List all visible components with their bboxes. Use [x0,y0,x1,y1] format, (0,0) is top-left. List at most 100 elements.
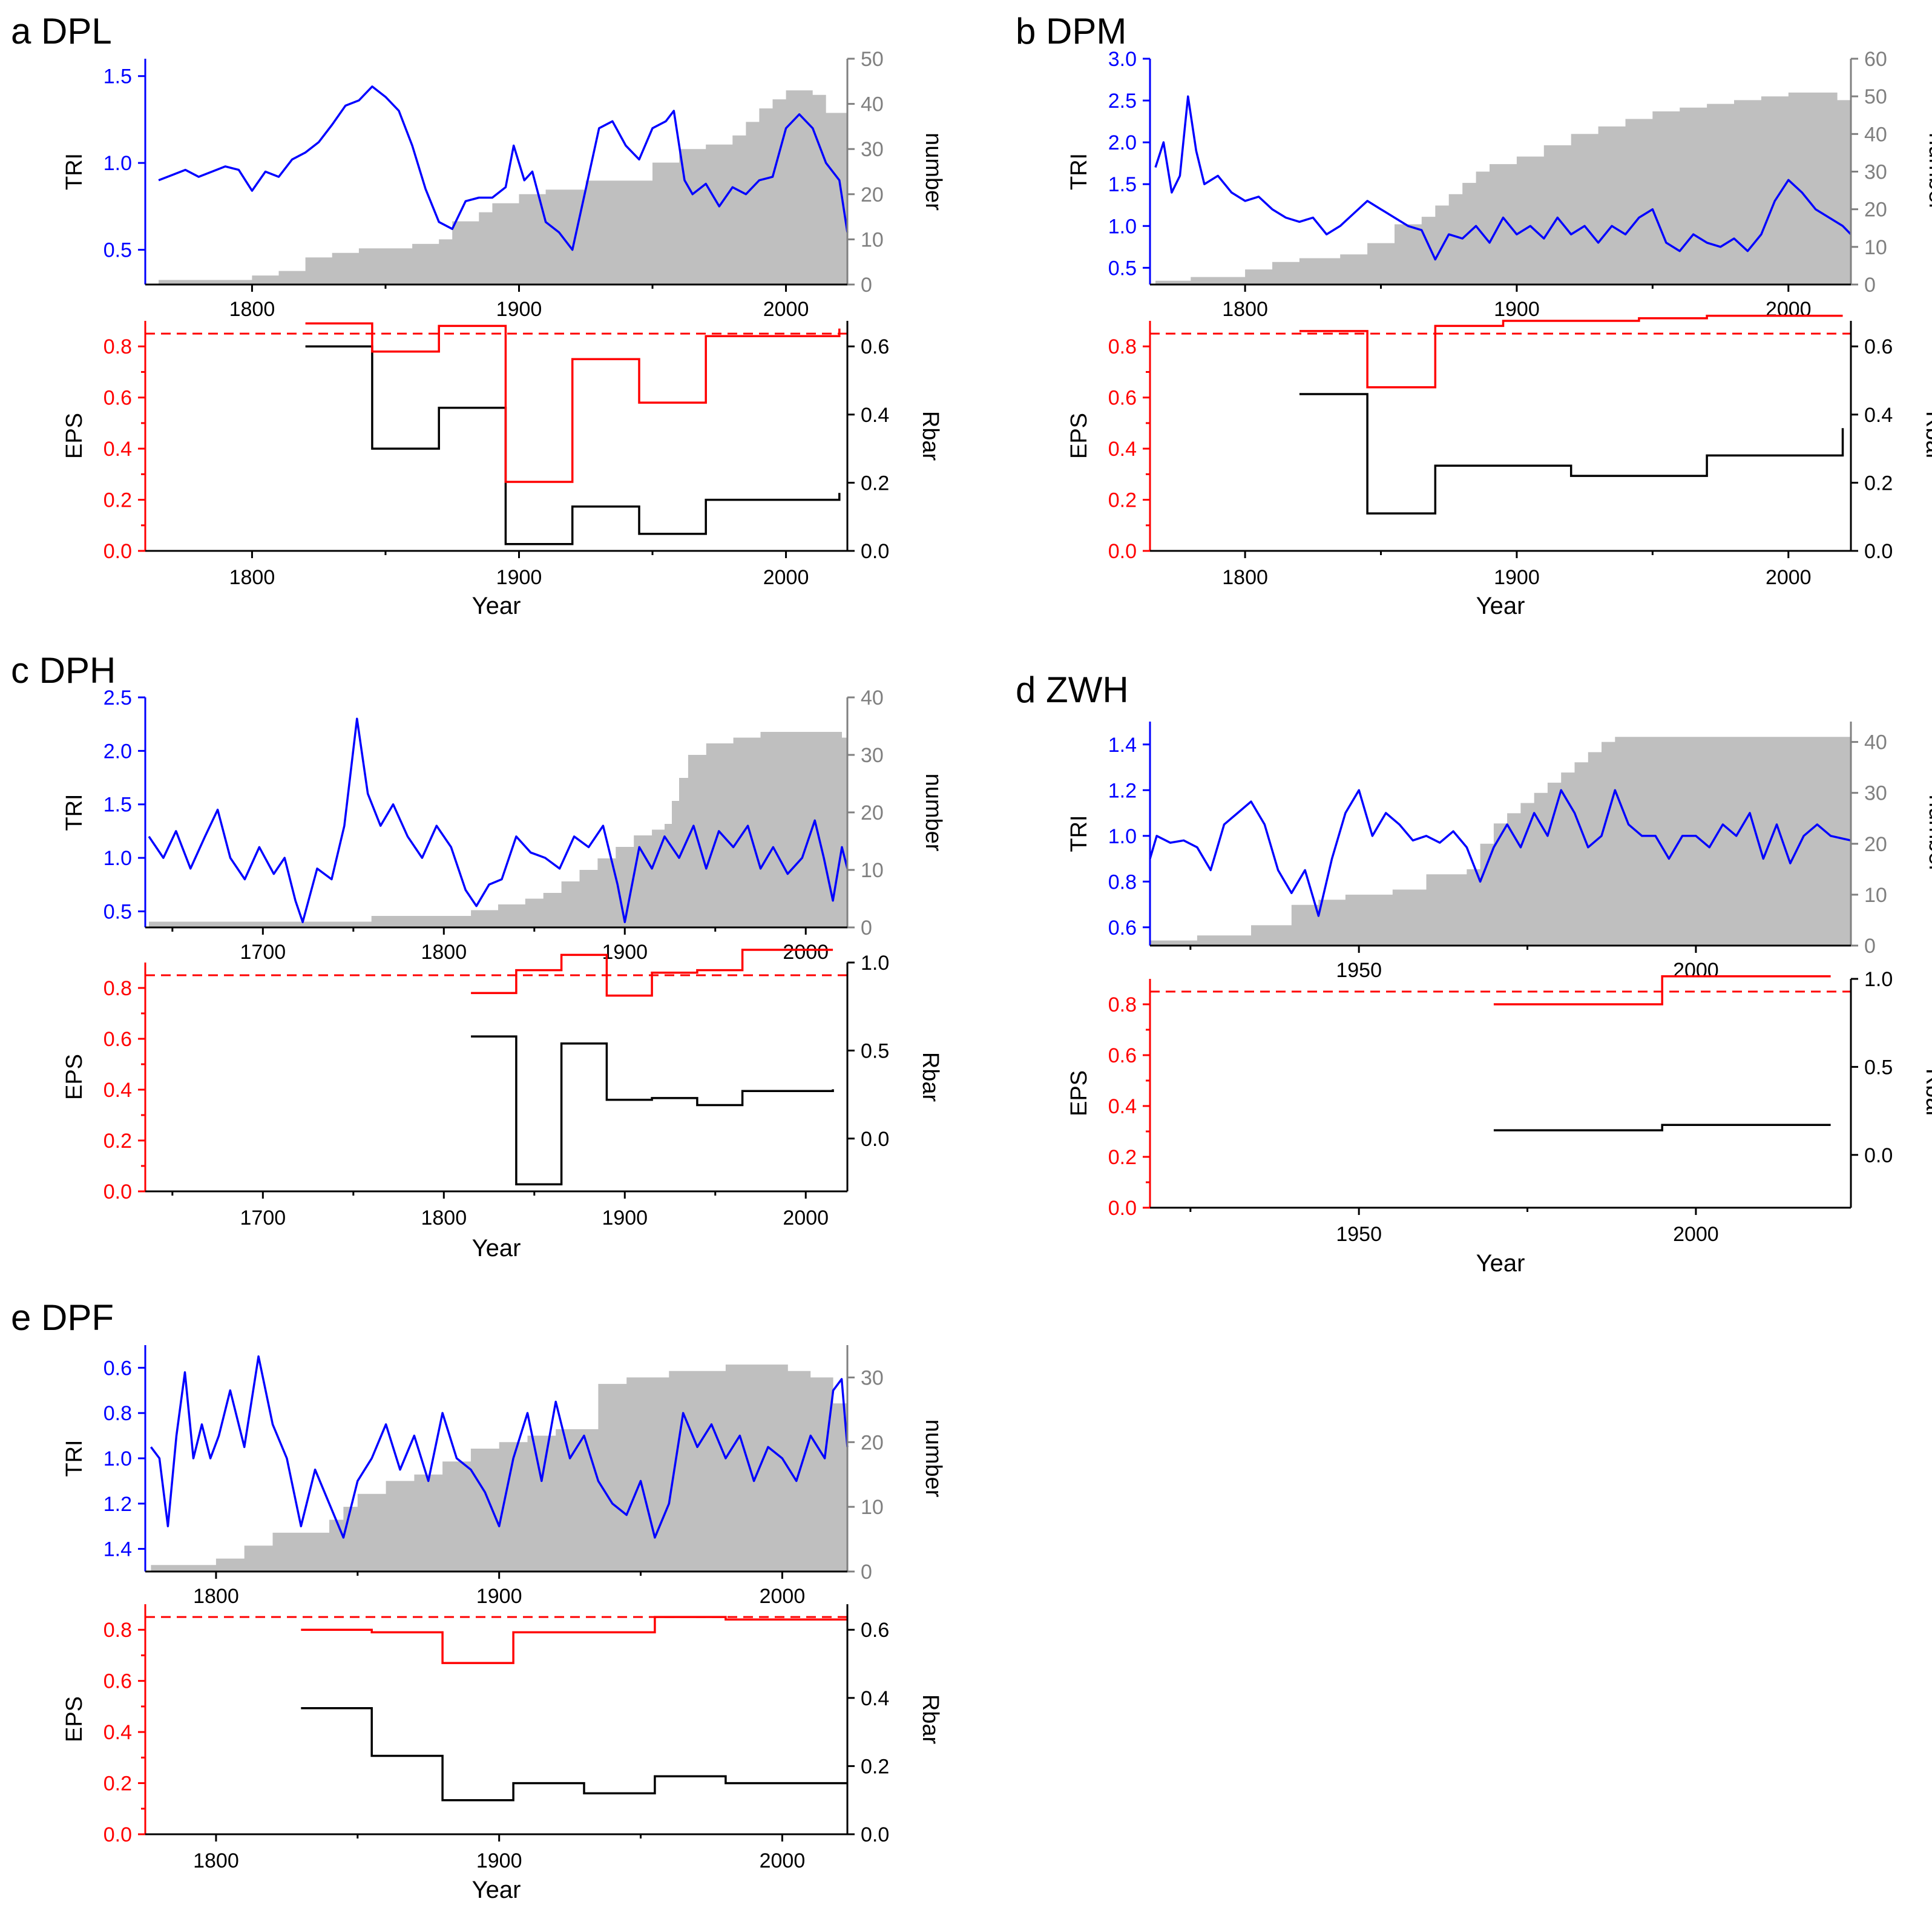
number-tick-label: 10 [861,1496,884,1519]
top-x-tick-label: 1900 [602,941,648,964]
eps-tick-label: 0.6 [104,1028,132,1051]
eps-axis-title: EPS [1066,1070,1092,1116]
panel-title: a DPL [11,11,112,51]
number-tick-label: 0 [861,274,872,297]
eps-tick-label: 0.0 [104,540,132,563]
eps-tick-label: 0.8 [104,977,132,1000]
rbar-axis-title: Rbar [918,411,943,461]
eps-tick-label: 0.4 [104,438,132,461]
bottom-x-tick-label: 1800 [1222,566,1268,589]
eps-axis-title: EPS [62,413,87,459]
eps-tick-label: 0.4 [104,1721,132,1744]
bottom-x-tick-label: 2000 [1766,566,1812,589]
number-tick-label: 30 [861,744,884,767]
tri-series-line [150,1355,849,1539]
sample-depth-area [1150,737,1851,946]
tri-tick-label: 0.8 [1108,871,1137,894]
top-x-tick-label: 1800 [229,298,275,321]
rbar-step-line [471,1035,834,1186]
number-axis-title: number [1924,795,1932,873]
rbar-step-line [301,1707,847,1802]
tri-axis-title: TRI [1066,815,1092,852]
number-tick-label: 40 [861,686,884,709]
bottom-x-tick-label: 1900 [1494,566,1540,589]
rbar-tick-label: 0.6 [861,1619,889,1642]
tri-tick-label: 1.2 [104,1493,132,1516]
tri-tick-label: 1.5 [104,65,132,88]
eps-tick-label: 0.4 [104,1079,132,1102]
top-x-tick-label: 1950 [1336,959,1382,982]
rbar-tick-label: 0.5 [861,1039,889,1062]
rbar-tick-label: 0.6 [861,335,889,358]
number-tick-label: 40 [1864,731,1887,754]
eps-step-line [301,1616,847,1664]
eps-tick-label: 0.2 [1108,1146,1137,1169]
number-tick-label: 0 [1864,935,1876,958]
number-tick-label: 50 [861,48,884,71]
rbar-tick-label: 1.0 [861,952,889,975]
panel-a: a DPL 0.5 1.0 1.5 0 10 20 30 40 50 1800 1900 2000 TRI… [11,11,946,619]
eps-tick-label: 0.8 [1108,993,1137,1016]
panel-b: b DPM 0.5 1.0 1.5 2.0 2.5 3.0 0 10 20 30 40 50 60 1800… [1016,11,1932,619]
bottom-x-tick-label: 1900 [476,1849,522,1872]
tri-axis-title: TRI [62,794,87,831]
number-tick-label: 30 [861,1366,884,1389]
tri-series-line [1154,95,1852,261]
eps-tick-label: 0.4 [1108,438,1137,461]
panel-title: d ZWH [1016,670,1129,710]
tri-tick-label: 0.6 [1108,917,1137,940]
bottom-x-tick-label: 2000 [783,1206,829,1229]
bottom-x-tick-label: 1800 [193,1849,239,1872]
year-axis-title: Year [472,1235,521,1262]
rbar-tick-label: 0.4 [861,404,889,427]
number-tick-label: 20 [861,1431,884,1454]
number-tick-label: 10 [1864,884,1887,907]
tri-axis-title: TRI [62,153,87,190]
number-tick-label: 30 [1864,782,1887,805]
rbar-tick-label: 0.4 [1864,404,1893,427]
eps-axis-title: EPS [62,1696,87,1742]
top-x-tick-label: 2000 [760,1585,806,1608]
eps-step-line [305,322,841,483]
panel-title: c DPH [11,650,116,691]
eps-axis-title: EPS [1066,413,1092,459]
year-axis-title: Year [1476,1250,1525,1277]
bottom-x-tick-label: 2000 [763,566,809,589]
bottom-x-tick-label: 1700 [240,1206,286,1229]
number-axis-title: number [921,133,946,211]
tri-axis-title: TRI [62,1440,87,1476]
tri-tick-label: 2.5 [1108,90,1137,113]
top-x-tick-label: 1900 [1494,298,1540,321]
bottom-x-tick-label: 1950 [1336,1223,1382,1246]
tri-tick-label: 1.5 [1108,173,1137,196]
rbar-tick-label: 0.0 [861,540,889,563]
eps-tick-label: 0.2 [104,489,132,512]
year-axis-title: Year [1476,593,1525,619]
rbar-tick-label: 0.5 [1864,1056,1893,1079]
tri-tick-label: 2.5 [104,686,132,709]
year-axis-title: Year [472,593,521,619]
eps-step-line [471,949,833,997]
top-x-tick-label: 2000 [1766,298,1812,321]
eps-tick-label: 0.6 [104,387,132,410]
panel-c: c DPH 0.5 1.0 1.5 2.0 2.5 0 10 20 30 40 1700 1800 190… [11,650,946,1262]
tri-tick-label: 1.0 [1108,825,1137,848]
tri-tick-label: 1.5 [104,794,132,817]
number-tick-label: 60 [1864,48,1887,71]
eps-tick-label: 0.8 [1108,335,1137,358]
eps-tick-label: 0.4 [1108,1095,1137,1118]
eps-tick-label: 0.8 [104,1619,132,1642]
top-x-tick-label: 1800 [1222,298,1268,321]
tri-tick-label: 0.6 [104,1357,132,1380]
number-tick-label: 0 [861,917,872,940]
eps-tick-label: 0.6 [104,1670,132,1693]
rbar-tick-label: 0.0 [1864,1144,1893,1167]
bottom-x-tick-label: 2000 [760,1849,806,1872]
number-tick-label: 20 [1864,199,1887,222]
top-x-tick-label: 2000 [763,298,809,321]
number-tick-label: 20 [1864,833,1887,856]
rbar-tick-label: 0.0 [861,1823,889,1846]
number-tick-label: 20 [861,802,884,825]
number-tick-label: 10 [861,859,884,882]
sample-depth-area [159,90,848,285]
